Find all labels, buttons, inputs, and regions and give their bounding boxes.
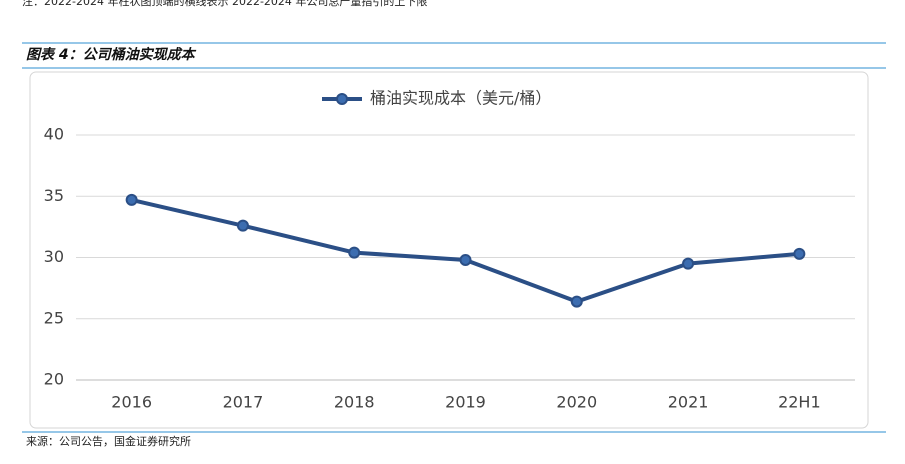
point <box>682 257 695 270</box>
point <box>459 253 472 266</box>
point <box>236 219 249 232</box>
legend-marker <box>336 93 348 105</box>
legend-label: 桶油实现成本（美元/桶） <box>370 89 551 108</box>
x-tick-label: 2016 <box>111 393 152 412</box>
point <box>570 295 583 308</box>
y-tick-label: 35 <box>44 186 64 205</box>
plot: 20 25 30 35 40 2016 2017 2018 2019 2020 2021 22H1 桶油… <box>44 89 855 412</box>
x-tick-label: 2020 <box>556 393 597 412</box>
x-tick-label: 2019 <box>445 393 486 412</box>
point <box>125 193 138 206</box>
y-tick-label: 20 <box>44 370 64 389</box>
x-tick-label: 2017 <box>223 393 264 412</box>
x-tick-label: 22H1 <box>778 393 821 412</box>
source: 来源：公司公告，国金证券研究所 <box>26 434 191 448</box>
y-tick-label: 40 <box>44 125 64 144</box>
figure-title: 图表 4：公司桶油实现成本 <box>26 46 197 63</box>
point <box>793 247 806 260</box>
x-tick-label: 2018 <box>334 393 375 412</box>
x-tick-label: 2021 <box>668 393 709 412</box>
y-tick-label: 30 <box>44 247 64 266</box>
chart-frame <box>29 71 869 429</box>
point <box>348 246 361 259</box>
y-tick-label: 25 <box>44 308 64 327</box>
note: 注：2022-2024 年柱状图顶端的横线表示 2022-2024 年公司总产量… <box>22 0 427 8</box>
